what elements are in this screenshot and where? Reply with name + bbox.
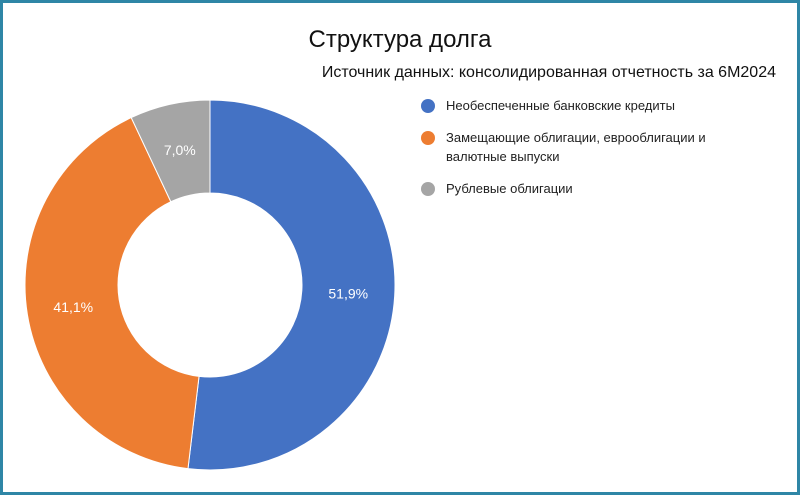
legend-marker-icon [421,99,435,113]
legend-label: Рублевые облигации [446,181,573,196]
legend-item-3: Рублевые облигации [418,179,748,198]
legend-item-2: Замещающие облигации, еврооблигации и ва… [418,128,748,166]
legend-item-1: Необеспеченные банковские кредиты [418,96,748,115]
legend-label: Замещающие облигации, еврооблигации и ва… [446,130,706,164]
slice-value-label-3: 7,0% [164,142,196,158]
slice-value-label-2: 41,1% [53,299,93,315]
chart-title: Структура долга [0,26,800,54]
legend-label: Необеспеченные банковские кредиты [446,98,675,113]
chart-subtitle: Источник данных: консолидированная отчет… [321,64,776,81]
pie-slice-1 [187,99,396,471]
slice-value-label-1: 51,9% [328,285,368,301]
legend-marker-icon [421,131,435,145]
pie-slice-2 [24,116,200,470]
legend-marker-icon [421,182,435,196]
chart-legend: Необеспеченные банковские кредиты Замещаю… [418,96,748,211]
pie-slice-3 [130,99,211,203]
chart-title-text: Структура долга [308,26,492,53]
